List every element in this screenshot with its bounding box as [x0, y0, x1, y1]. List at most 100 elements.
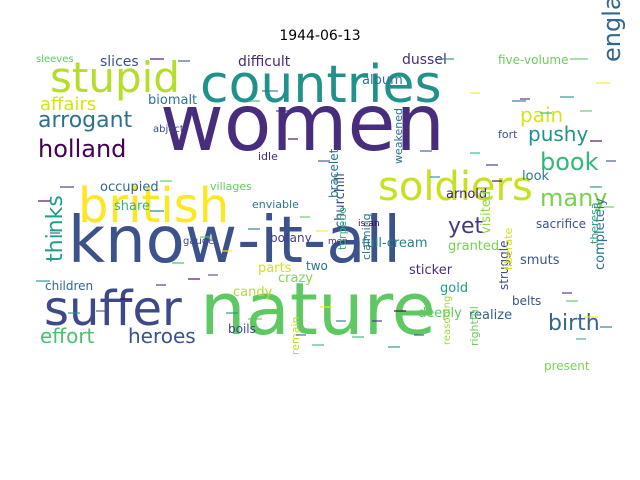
- cloud-word: england: [598, 0, 626, 62]
- cloud-word: full-cream: [362, 236, 428, 251]
- cloud-word: pushy: [528, 122, 588, 146]
- micro-word-mark: [512, 100, 526, 102]
- micro-word-mark: [486, 164, 498, 166]
- cloud-word: sacrifice: [536, 217, 586, 231]
- micro-word-mark: [372, 320, 382, 322]
- micro-word-mark: [188, 278, 200, 280]
- micro-word-mark: [160, 180, 172, 182]
- cloud-word: reasoning: [442, 296, 453, 345]
- cloud-word: is-an: [358, 219, 380, 229]
- cloud-word: claiming: [360, 213, 373, 260]
- cloud-word: boils: [228, 322, 256, 336]
- cloud-word: two: [306, 259, 328, 273]
- cloud-word: birth: [548, 311, 600, 336]
- cloud-word: granted: [448, 239, 499, 254]
- tiny-word-texture: [36, 58, 616, 348]
- cloud-word: album: [362, 73, 403, 88]
- micro-word-mark: [388, 346, 400, 348]
- cloud-word: british: [78, 178, 229, 234]
- micro-word-mark: [60, 186, 74, 188]
- cloud-word: affairs: [40, 94, 96, 115]
- cloud-word: share: [114, 199, 150, 214]
- cloud-word: remain: [289, 316, 302, 355]
- cloud-word: look: [522, 169, 550, 184]
- micro-word-mark: [262, 90, 278, 92]
- cloud-word: stupid: [50, 53, 180, 102]
- micro-word-mark: [584, 316, 598, 318]
- cloud-word: present: [544, 359, 590, 373]
- cloud-word: botany: [270, 231, 312, 245]
- cloud-word: countries: [200, 55, 442, 115]
- cloud-word: holland: [38, 135, 126, 163]
- micro-word-mark: [222, 250, 232, 252]
- micro-word-mark: [248, 318, 262, 320]
- page-title: 1944-06-13: [279, 28, 361, 44]
- cloud-word: arrogant: [38, 108, 133, 133]
- micro-word-mark: [414, 334, 424, 336]
- cloud-word: effort: [40, 324, 95, 348]
- micro-word-mark: [156, 284, 166, 286]
- cloud-word: churchill: [333, 173, 348, 228]
- micro-word-mark: [540, 112, 552, 114]
- cloud-word: biomalt: [148, 93, 197, 108]
- cloud-word: men: [328, 237, 348, 247]
- cloud-word: gauge: [183, 236, 214, 247]
- micro-word-mark: [296, 334, 306, 336]
- micro-word-mark: [492, 180, 502, 182]
- micro-word-mark: [120, 298, 132, 300]
- cloud-word: torpedo: [336, 207, 349, 250]
- cloud-word: gold: [440, 281, 468, 296]
- micro-word-mark: [430, 176, 440, 178]
- cloud-word: heroes: [128, 324, 196, 348]
- micro-word-mark: [208, 274, 218, 276]
- cloud-word: yet: [448, 214, 484, 239]
- micro-word-mark: [178, 196, 188, 198]
- cloud-word: sleeves: [36, 54, 74, 65]
- cloud-word: book: [540, 148, 599, 176]
- micro-word-mark: [470, 92, 480, 94]
- micro-word-mark: [606, 160, 616, 162]
- micro-word-mark: [312, 344, 324, 346]
- micro-word-mark: [590, 186, 602, 188]
- micro-word-mark: [438, 58, 454, 60]
- cloud-word: know-it-all: [68, 204, 401, 278]
- cloud-word: enviable: [252, 198, 299, 211]
- cloud-word: thinks: [43, 195, 68, 262]
- micro-word-mark: [248, 228, 260, 230]
- cloud-word: suffer: [44, 281, 182, 337]
- cloud-word: liberate: [502, 228, 515, 270]
- micro-word-mark: [226, 312, 238, 314]
- cloud-word: pain: [520, 103, 563, 127]
- cloud-word: slices: [100, 54, 139, 70]
- micro-word-mark: [38, 200, 50, 202]
- cloud-word: arnold: [446, 187, 487, 202]
- micro-word-mark: [96, 310, 106, 312]
- micro-word-mark: [566, 300, 578, 302]
- micro-word-mark: [570, 58, 588, 60]
- micro-word-mark: [150, 210, 164, 212]
- cloud-word: struggle: [497, 241, 511, 290]
- micro-word-mark: [178, 60, 190, 62]
- cloud-word: realize: [469, 308, 512, 323]
- cloud-word: rightful: [468, 306, 481, 346]
- micro-word-mark: [172, 262, 184, 264]
- micro-word-mark: [604, 206, 614, 208]
- micro-word-mark: [580, 110, 592, 112]
- cloud-word: bracelet: [327, 148, 341, 198]
- micro-word-mark: [248, 100, 260, 102]
- cloud-word: soldiers: [378, 164, 533, 210]
- cloud-word: five-volume: [498, 53, 569, 67]
- cloud-word: smuts: [520, 253, 560, 268]
- micro-word-mark: [336, 320, 346, 322]
- micro-word-mark: [276, 110, 288, 112]
- cloud-word: parts: [258, 261, 292, 276]
- cloud-word: occupied: [100, 180, 159, 195]
- micro-word-mark: [320, 306, 332, 308]
- micro-word-mark: [68, 312, 80, 314]
- cloud-word: sticker: [409, 263, 453, 278]
- micro-word-mark: [300, 216, 310, 218]
- cloud-word: completely: [593, 198, 608, 270]
- micro-word-mark: [150, 58, 164, 60]
